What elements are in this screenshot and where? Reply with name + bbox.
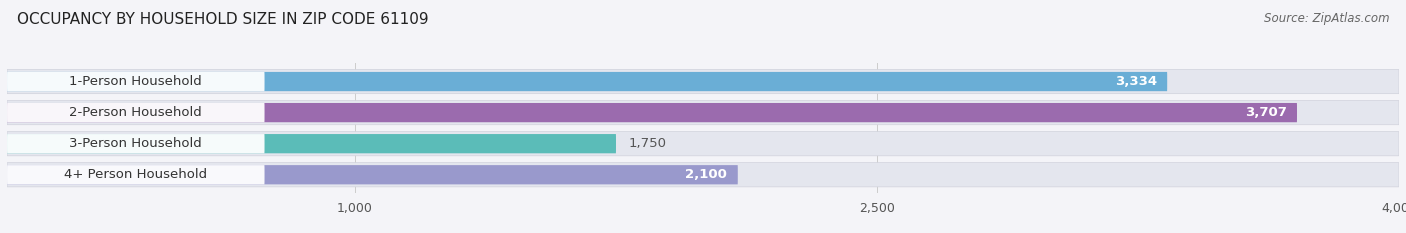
FancyBboxPatch shape <box>7 134 264 153</box>
FancyBboxPatch shape <box>7 72 1167 91</box>
Text: Source: ZipAtlas.com: Source: ZipAtlas.com <box>1264 12 1389 25</box>
FancyBboxPatch shape <box>7 103 1296 122</box>
Text: 3,334: 3,334 <box>1115 75 1157 88</box>
Text: 4+ Person Household: 4+ Person Household <box>65 168 207 181</box>
FancyBboxPatch shape <box>7 165 738 184</box>
FancyBboxPatch shape <box>7 100 1399 125</box>
Text: 1,750: 1,750 <box>628 137 666 150</box>
Text: 2,100: 2,100 <box>686 168 727 181</box>
Text: 3-Person Household: 3-Person Household <box>69 137 202 150</box>
FancyBboxPatch shape <box>7 103 264 122</box>
Text: 3,707: 3,707 <box>1244 106 1286 119</box>
FancyBboxPatch shape <box>7 165 264 184</box>
Text: 2-Person Household: 2-Person Household <box>69 106 202 119</box>
FancyBboxPatch shape <box>7 69 1399 94</box>
Text: OCCUPANCY BY HOUSEHOLD SIZE IN ZIP CODE 61109: OCCUPANCY BY HOUSEHOLD SIZE IN ZIP CODE … <box>17 12 429 27</box>
FancyBboxPatch shape <box>7 132 1399 156</box>
FancyBboxPatch shape <box>7 134 616 153</box>
FancyBboxPatch shape <box>7 72 264 91</box>
FancyBboxPatch shape <box>7 163 1399 187</box>
Text: 1-Person Household: 1-Person Household <box>69 75 202 88</box>
